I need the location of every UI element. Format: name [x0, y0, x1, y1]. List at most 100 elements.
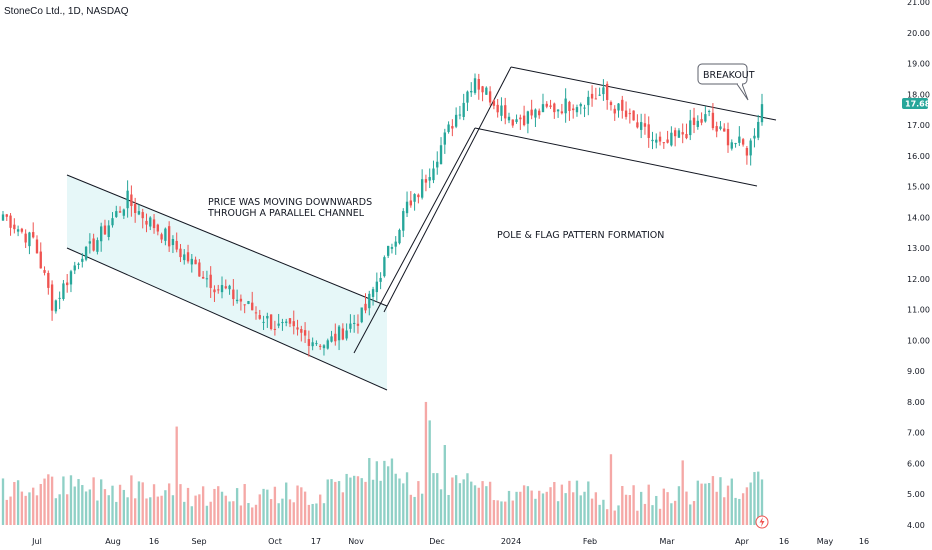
volume-bar [28, 492, 31, 525]
candle [122, 208, 126, 220]
price-axis[interactable]: 21.00 20.00 19.00 18.00 17.00 16.00 15.00 14.00… [907, 0, 930, 530]
price-tick-label: 17.00 [907, 121, 930, 130]
volume-bar [379, 480, 382, 525]
candle [47, 270, 50, 295]
price-tick-label: 20.00 [907, 29, 930, 38]
candle [556, 109, 560, 118]
candle [473, 73, 477, 95]
candle [201, 271, 205, 279]
time-axis[interactable]: Jul Aug 16 Sep Oct 17 Nov Dec 2024 Feb Mar Apr 16 May… [31, 537, 869, 546]
candle [213, 285, 216, 302]
volume-bar [575, 480, 579, 525]
volume-bar [624, 494, 628, 525]
candle [413, 193, 416, 211]
candle [628, 108, 632, 124]
volume-bar [458, 483, 462, 525]
volume-bar [118, 484, 122, 525]
volume-bar [598, 504, 601, 525]
volume-bar [179, 484, 182, 525]
breakout-callout-box [697, 63, 748, 85]
time-tick-label: Aug [105, 537, 121, 546]
volume-bar [556, 501, 560, 525]
candle [439, 137, 443, 165]
candle [428, 168, 431, 189]
candle [334, 323, 337, 346]
volume-bar [281, 498, 284, 525]
candle [651, 131, 654, 150]
candle [741, 137, 745, 147]
price-tick-label: 6.00 [907, 459, 925, 468]
candle [507, 112, 511, 124]
volume-bar [696, 480, 699, 525]
candle [639, 113, 643, 139]
volume-bar [360, 478, 363, 525]
volume-bar [262, 488, 265, 525]
candle [251, 291, 254, 311]
candle [749, 138, 752, 166]
candle [43, 266, 46, 276]
candle [247, 300, 250, 305]
volume-bar [232, 501, 235, 525]
candle [277, 313, 280, 329]
replay-button[interactable] [755, 515, 769, 529]
candle [723, 123, 726, 132]
volume-bar [488, 481, 492, 525]
volume-bar [738, 498, 741, 525]
candle [239, 294, 243, 311]
volume-bar [715, 491, 718, 525]
volume-bar [50, 476, 54, 525]
candle [383, 255, 386, 278]
candle [330, 330, 333, 343]
volume-bar [632, 485, 635, 525]
candle [488, 86, 492, 106]
volume-bar [730, 478, 733, 525]
candle [470, 82, 473, 97]
volume-bar [515, 491, 518, 525]
candle [673, 127, 677, 147]
last-price-value: 17.68 [905, 100, 931, 109]
volume-bar [39, 483, 42, 525]
candle [164, 227, 167, 246]
candle [481, 85, 484, 102]
volume-bar [349, 477, 352, 525]
price-tick-label: 9.00 [907, 367, 925, 376]
volume-bar [564, 493, 567, 525]
price-tick-label: 15.00 [907, 183, 930, 192]
candle [183, 249, 186, 265]
candle [609, 100, 613, 111]
candle [436, 151, 439, 175]
candle [24, 229, 27, 248]
volume-bars [1, 401, 764, 525]
candle [670, 126, 673, 147]
volume-bar [356, 476, 360, 525]
candle [477, 73, 480, 100]
candle [466, 90, 469, 112]
candle [632, 110, 635, 121]
candle [579, 102, 582, 115]
candle [402, 208, 405, 238]
candle [496, 98, 499, 118]
candle [175, 232, 178, 253]
volume-bar [130, 475, 133, 525]
volume-bar [77, 479, 80, 525]
volume-bar [337, 481, 341, 525]
volume-bar [409, 494, 412, 525]
volume-bar [152, 484, 156, 525]
candle [549, 99, 552, 109]
volume-bar [66, 494, 69, 525]
volume-bar [436, 473, 439, 525]
candle [243, 304, 246, 314]
time-tick-label: Feb [583, 537, 597, 546]
candle [126, 180, 129, 218]
volume-bar [296, 485, 299, 525]
candle [420, 169, 424, 200]
candle [39, 242, 42, 269]
candle [356, 314, 360, 334]
volume-bar [405, 472, 409, 525]
volume-bar [137, 481, 141, 525]
volume-bar [69, 475, 73, 525]
candle [198, 259, 201, 277]
candle [281, 318, 284, 331]
volume-bar [477, 487, 480, 525]
